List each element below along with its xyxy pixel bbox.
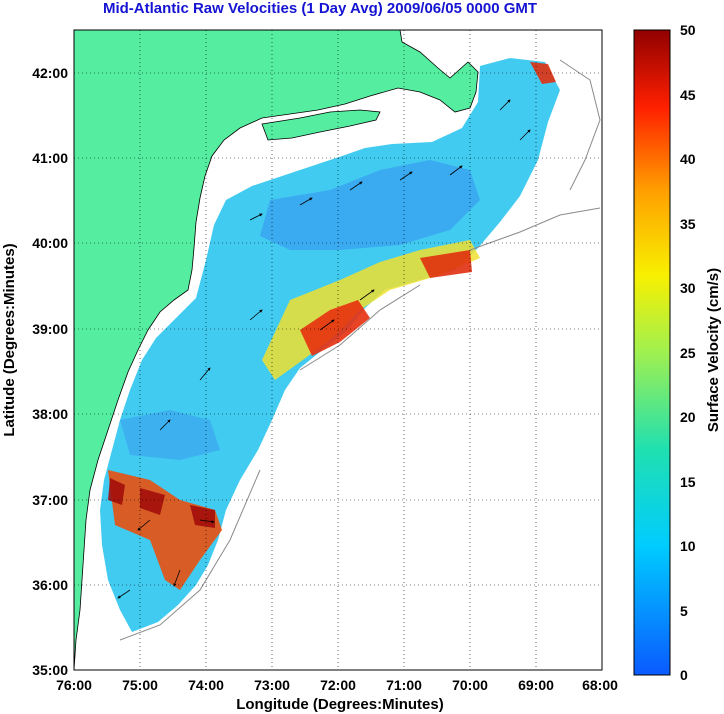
- colorbar: [633, 29, 671, 676]
- y-tick-label: 40:00: [32, 235, 68, 251]
- x-tick-label: 76:00: [56, 677, 92, 693]
- velocity-fast-south: [108, 470, 222, 590]
- velocity-slow-region-south: [120, 410, 220, 460]
- lat-lon-grid: [74, 30, 602, 670]
- x-tick-label: 70:00: [452, 677, 488, 693]
- y-tick-label: 41:00: [32, 150, 68, 166]
- y-tick-label: 36:00: [32, 577, 68, 593]
- x-tick-label: 73:00: [254, 677, 290, 693]
- x-axis-label: Longitude (Degrees:Minutes): [236, 696, 444, 713]
- bathymetry-contour: [119, 59, 601, 641]
- colorbar-tick-label: 40: [680, 151, 696, 167]
- velocity-fast-northeast: [420, 62, 556, 278]
- y-tick-label: 35:00: [32, 662, 68, 678]
- y-axis-label: Latitude (Degrees:Minutes): [1, 243, 18, 436]
- x-tick-label: 74:00: [188, 677, 224, 693]
- velocity-fast-core: [300, 300, 370, 356]
- land-mass: [74, 30, 479, 670]
- colorbar-ticks: 0 5 10 15 20 25 30 35 40 45 50: [680, 22, 696, 683]
- x-tick-label: 75:00: [122, 677, 158, 693]
- y-tick-label: 38:00: [32, 406, 68, 422]
- colorbar-tick-label: 15: [680, 474, 696, 490]
- y-axis-ticks: 35:00 36:00 37:00 38:00 39:00 40:00 41:0…: [32, 65, 68, 678]
- y-tick-label: 42:00: [32, 65, 68, 81]
- map-title: Mid-Atlantic Raw Velocities (1 Day Avg) …: [102, 0, 538, 17]
- colorbar-tick-label: 30: [680, 280, 696, 296]
- x-tick-label: 68:00: [582, 677, 618, 693]
- long-island: [261, 109, 381, 141]
- colorbar-tick-label: 5: [680, 603, 688, 619]
- velocity-vectors: [117, 99, 531, 599]
- colorbar-label: Surface Velocity (cm/s): [705, 268, 722, 432]
- x-tick-label: 71:00: [386, 677, 422, 693]
- x-tick-label: 69:00: [518, 677, 554, 693]
- velocity-slow-region: [260, 160, 480, 250]
- x-axis-ticks: 76:00 75:00 74:00 73:00 72:00 71:00 70:0…: [56, 677, 618, 693]
- y-tick-label: 39:00: [32, 321, 68, 337]
- colorbar-tick-label: 50: [680, 22, 696, 38]
- colorbar-tick-label: 45: [680, 87, 696, 103]
- velocity-fast-south-core: [108, 478, 215, 528]
- colorbar-tick-label: 10: [680, 538, 696, 554]
- colorbar-tick-label: 20: [680, 409, 696, 425]
- colorbar-tick-label: 0: [680, 667, 688, 683]
- colorbar-tick-label: 25: [680, 345, 696, 361]
- y-tick-label: 37:00: [32, 492, 68, 508]
- plot-frame: [73, 29, 603, 671]
- x-tick-label: 72:00: [320, 677, 356, 693]
- colorbar-tick-label: 35: [680, 216, 696, 232]
